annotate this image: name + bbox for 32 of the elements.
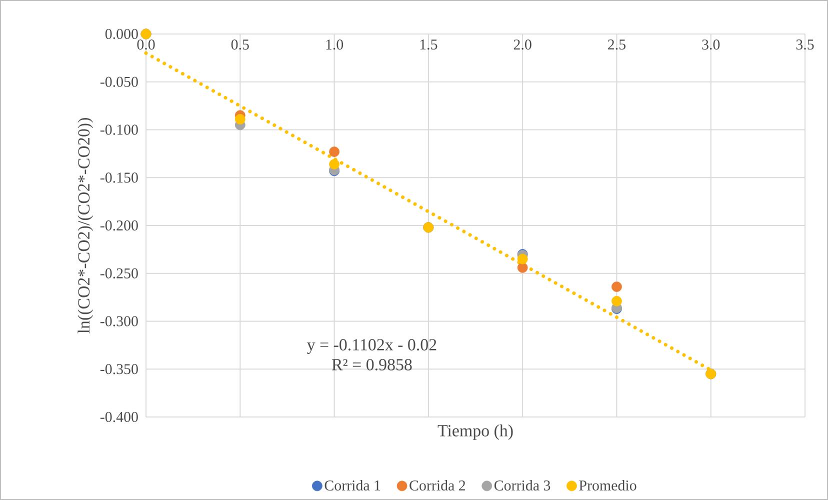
point <box>517 254 528 264</box>
legend-label: Promedio <box>579 480 636 491</box>
point <box>329 159 340 170</box>
y-tick-label: -0.300 <box>100 316 138 326</box>
x-tick-label: 0.5 <box>231 40 249 50</box>
x-tick-label: 0.0 <box>137 40 155 50</box>
y-tick-label: -0.250 <box>100 268 138 278</box>
point <box>612 282 622 292</box>
y-tick-label: -0.050 <box>100 76 138 87</box>
y-tick-label: -0.150 <box>100 172 138 183</box>
x-tick-label: 2.0 <box>514 40 532 50</box>
y-tick-label: -0.200 <box>100 220 138 231</box>
legend-label: Corrida 3 <box>494 480 550 491</box>
y-tick-label: -0.400 <box>100 412 138 422</box>
point <box>329 146 340 157</box>
x-axis-title: Tiempo (h) <box>438 424 513 440</box>
x-tick-label: 3.0 <box>702 40 720 50</box>
x-tick-label: 3.5 <box>796 40 814 50</box>
y-axis-title: ln((CO2*-CO2)/(CO2*-CO20)) <box>78 118 94 334</box>
point <box>234 114 246 124</box>
legend-label: Corrida 2 <box>410 480 466 491</box>
x-tick-label: 2.5 <box>608 40 626 50</box>
y-tick-label: 0.000 <box>105 28 138 40</box>
legend-label: Corrida 1 <box>324 480 380 491</box>
x-tick-label: 1.0 <box>326 40 344 50</box>
point <box>612 296 622 306</box>
y-tick-label: -0.100 <box>100 124 138 135</box>
y-tick-label: -0.350 <box>100 364 138 374</box>
annotation: y = -0.1102x - 0.02 <box>307 339 436 354</box>
x-tick-label: 1.5 <box>420 40 438 50</box>
annotation: R² = 0.9858 <box>332 358 412 370</box>
point <box>517 262 528 273</box>
